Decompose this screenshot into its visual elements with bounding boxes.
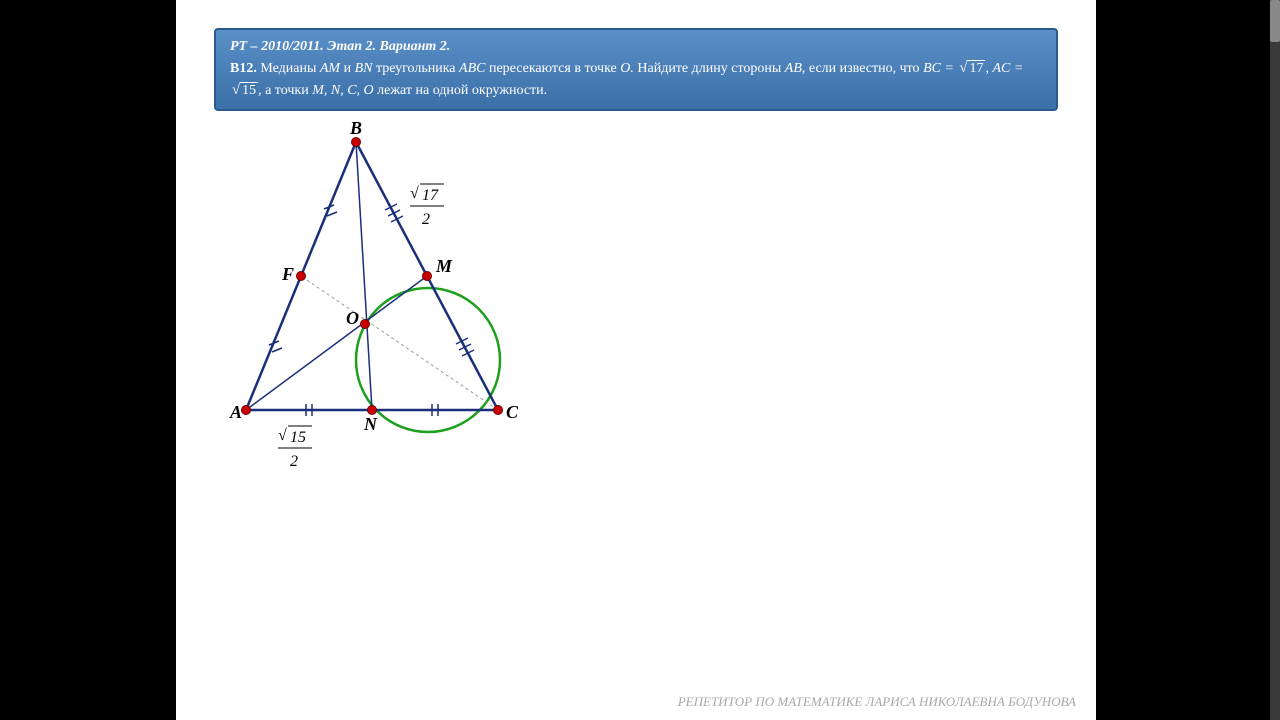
svg-text:C: C [506,402,519,422]
footer-credit: РЕПЕТИТОР ПО МАТЕМАТИКЕ ЛАРИСА НИКОЛАЕВН… [678,694,1076,710]
label-sqrt15-2: √ 15 2 [278,426,312,470]
svg-text:N: N [363,414,378,434]
slide-area: РТ – 2010/2011. Этап 2. Вариант 2. В12. … [176,0,1096,720]
svg-text:F: F [281,264,294,284]
point-labels: A B C M N F O [229,120,519,434]
label-sqrt17-2: √ 17 2 [410,184,444,228]
problem-label: В12. [230,61,257,76]
svg-text:M: M [435,256,453,276]
svg-text:B: B [349,120,362,138]
svg-text:15: 15 [290,429,306,446]
svg-text:17: 17 [422,187,439,204]
svg-text:2: 2 [290,453,298,470]
geometry-diagram: A B C M N F O √ 17 2 √ 15 2 [206,120,566,480]
svg-text:√: √ [278,427,287,444]
problem-text: В12. Медианы AM и BN треугольника ABC пе… [230,57,1042,101]
scrollbar-track[interactable] [1270,0,1280,720]
header-title: РТ – 2010/2011. Этап 2. Вариант 2. [230,36,1042,57]
svg-text:2: 2 [422,211,430,228]
problem-header: РТ – 2010/2011. Этап 2. Вариант 2. В12. … [214,28,1058,111]
vertex-points [242,138,503,415]
median-bn [356,142,372,410]
svg-text:√: √ [410,185,419,202]
scrollbar-thumb[interactable] [1270,0,1280,42]
svg-text:A: A [229,402,242,422]
svg-text:O: O [346,308,359,328]
